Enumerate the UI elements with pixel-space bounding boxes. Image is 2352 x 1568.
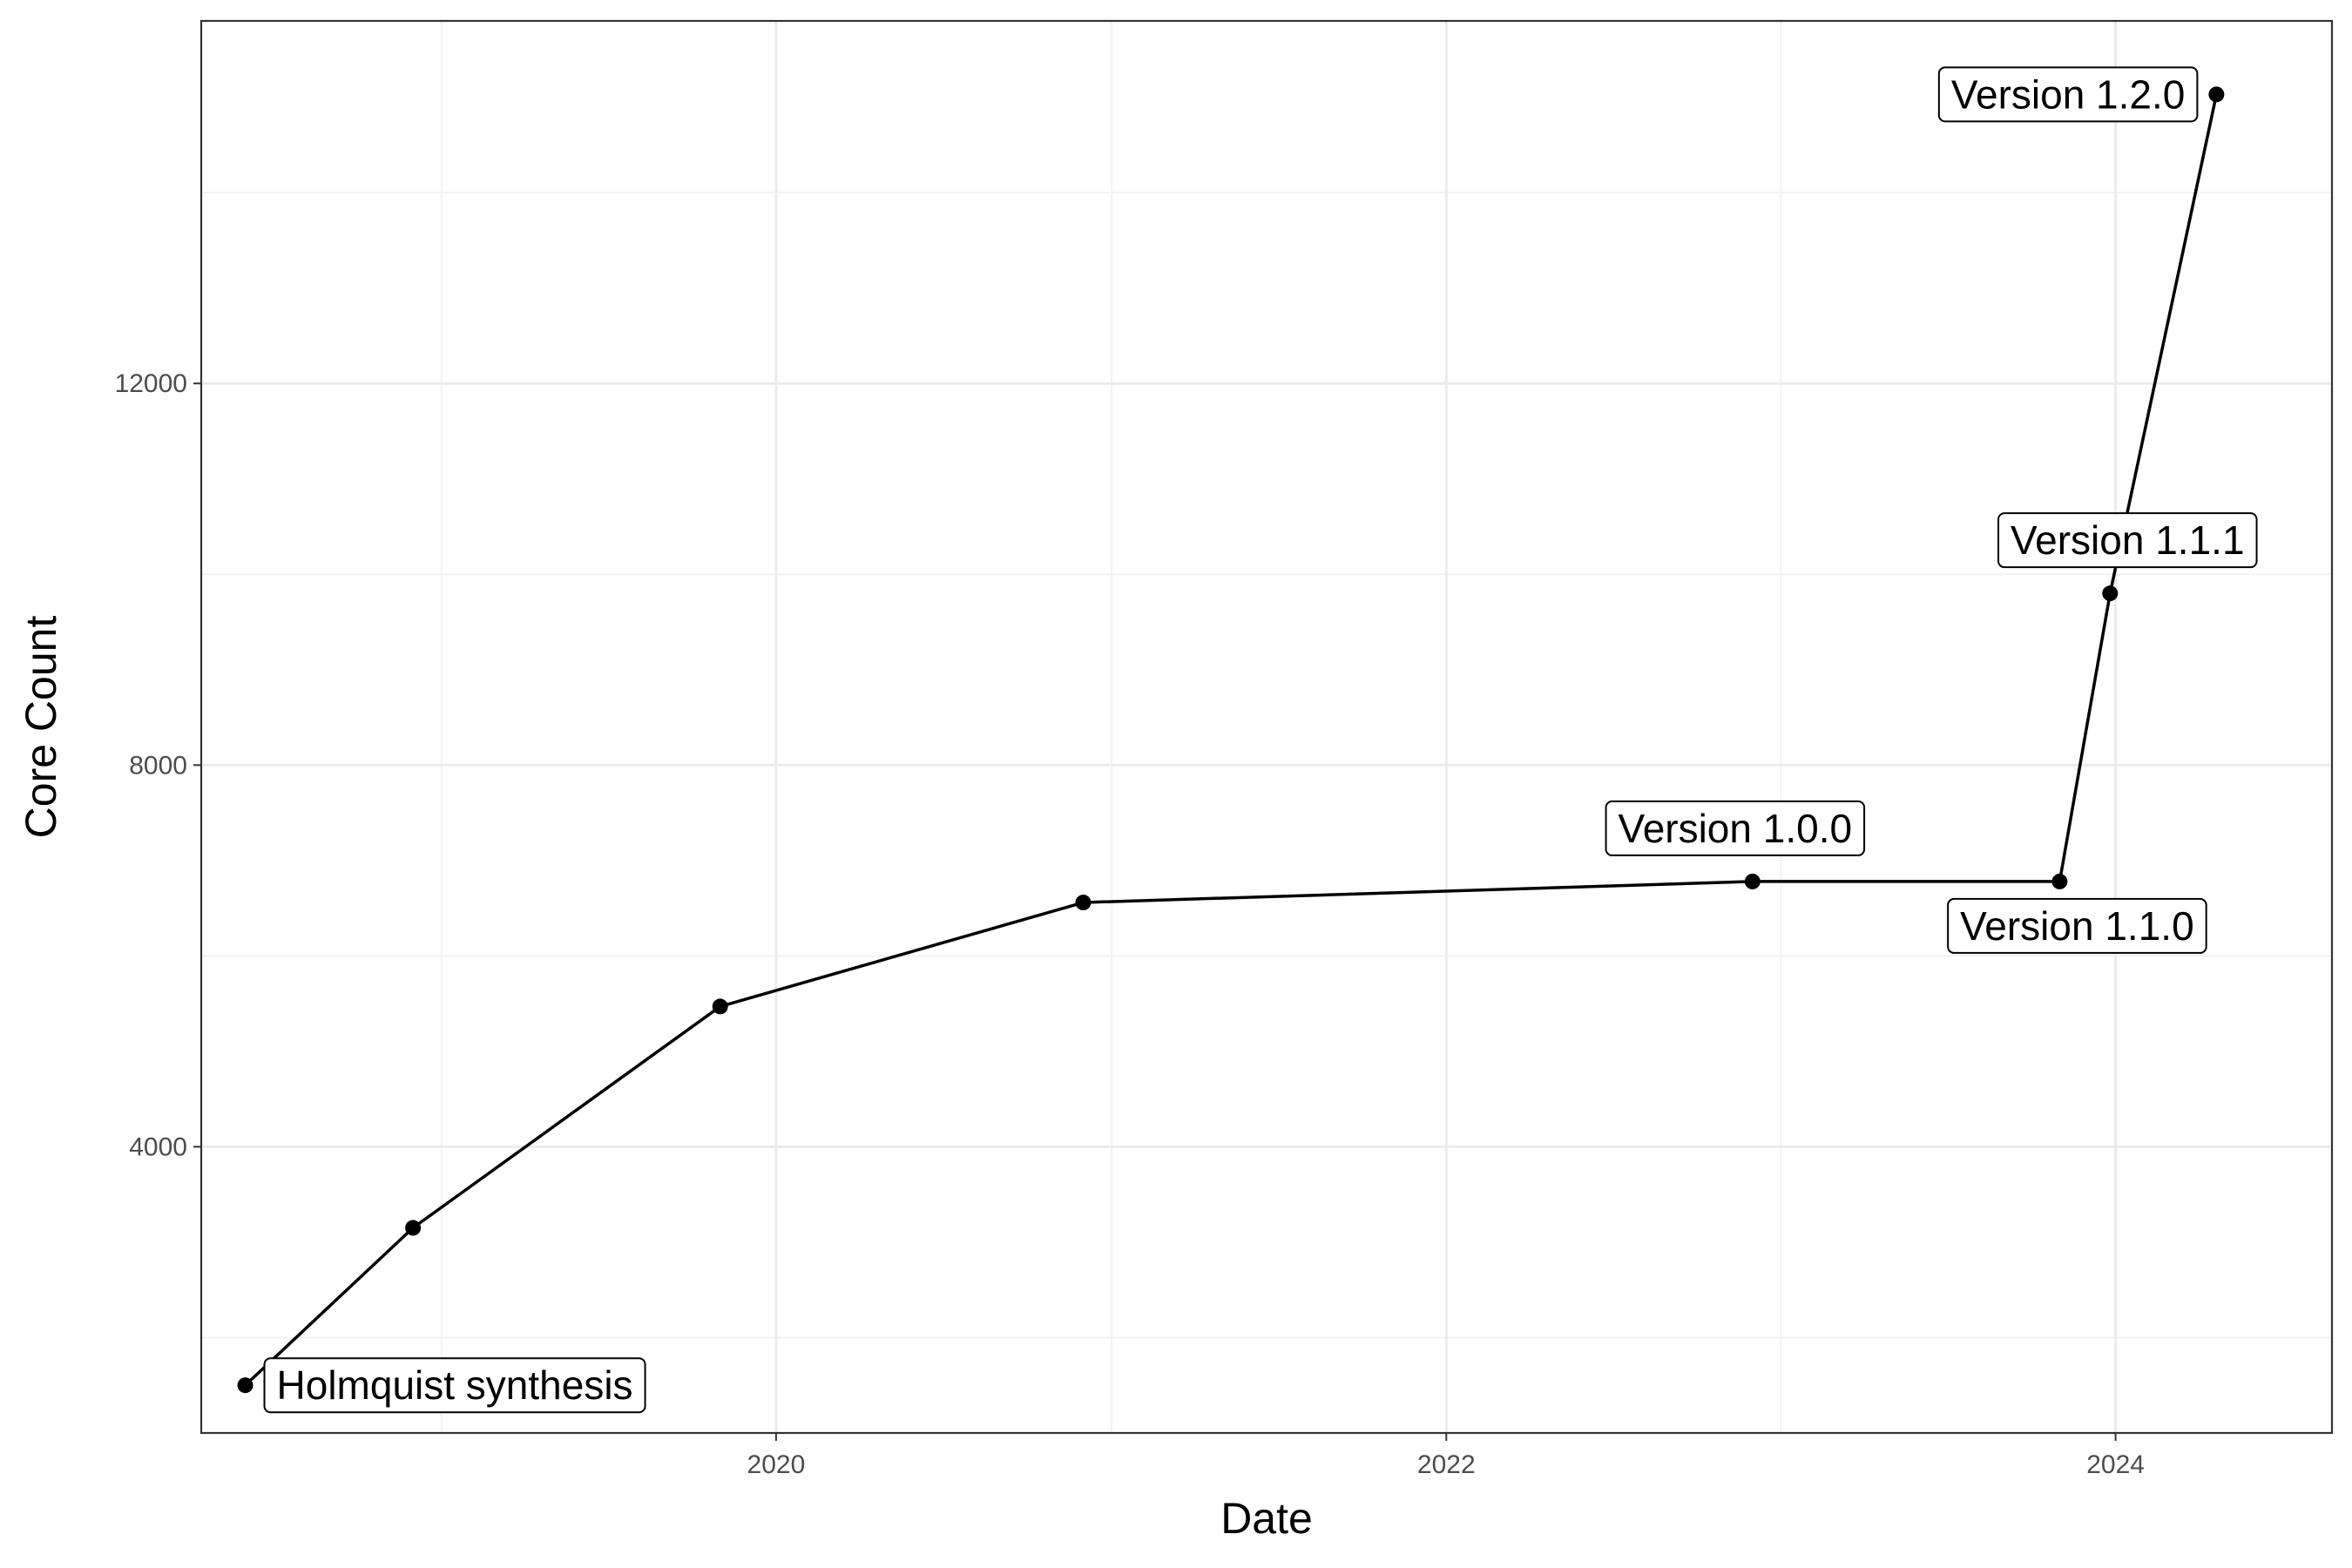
annotation-label: Holmquist synthesis [263, 1357, 646, 1414]
panel-border [199, 19, 2334, 1435]
y-tick-label: 12000 [115, 369, 187, 398]
x-tick-label: 2020 [747, 1450, 806, 1479]
annotation-text: Holmquist synthesis [277, 1362, 633, 1408]
data-point [237, 1377, 253, 1394]
annotation-label: Version 1.2.0 [1937, 66, 2199, 123]
annotation-label: Version 1.1.0 [1947, 897, 2207, 954]
annotation-label: Version 1.1.1 [1997, 512, 2258, 569]
axis-layer: 4000 8000 12000 2020 2022 2024 [115, 369, 2145, 1479]
x-tick-label: 2024 [2086, 1450, 2145, 1479]
annotation-box [1997, 512, 2258, 569]
major-grid [201, 21, 2332, 1433]
series-layer [237, 86, 2225, 1394]
annotation-label: Version 1.0.0 [1605, 800, 1866, 856]
minor-grid [201, 21, 2332, 1433]
data-point [1744, 873, 1761, 889]
annotation-box [1947, 897, 2207, 954]
y-axis-title: Core Count [17, 616, 65, 839]
data-point [712, 998, 728, 1015]
annotation-box [1937, 66, 2199, 123]
y-tick-label: 4000 [129, 1132, 187, 1161]
annotation-text: Version 1.1.0 [1960, 903, 2194, 949]
series-line [244, 93, 2219, 1387]
data-point [2051, 873, 2068, 889]
data-point [405, 1220, 422, 1236]
x-axis-title: Date [1220, 1494, 1313, 1543]
annotation-text: Version 1.0.0 [1619, 806, 1853, 851]
annotation-layer: Holmquist synthesis Version 1.0.0 Version … [263, 66, 2258, 1414]
x-tick-label: 2022 [1417, 1450, 1476, 1479]
y-tick-label: 8000 [129, 751, 187, 780]
data-point [2102, 585, 2119, 602]
annotation-box [263, 1357, 646, 1414]
annotation-text: Version 1.2.0 [1951, 71, 2186, 117]
data-point [1075, 895, 1092, 911]
data-point [2208, 86, 2225, 103]
annotation-box [1605, 800, 1866, 856]
annotation-text: Version 1.1.1 [2011, 517, 2245, 563]
